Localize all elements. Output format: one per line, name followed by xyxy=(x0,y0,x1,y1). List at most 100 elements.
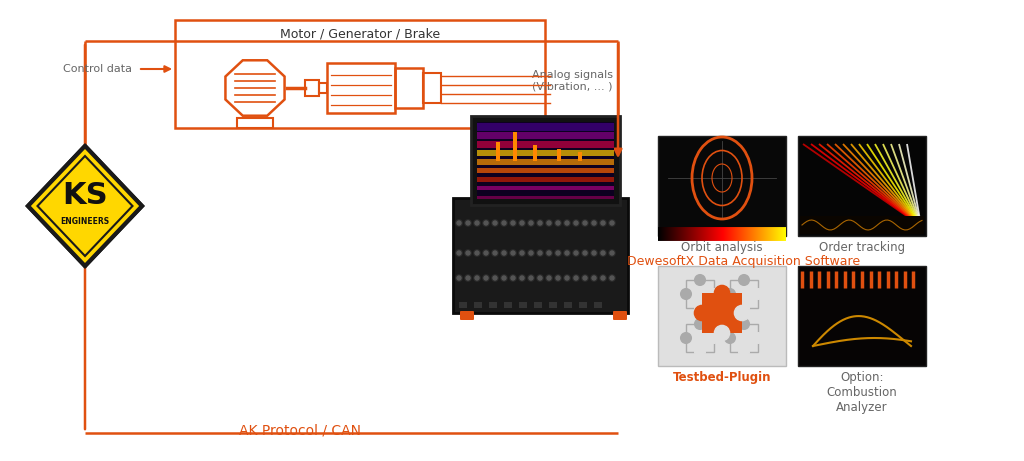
Circle shape xyxy=(474,220,480,226)
FancyBboxPatch shape xyxy=(702,293,742,333)
FancyBboxPatch shape xyxy=(579,302,587,308)
Text: Testbed-Plugin: Testbed-Plugin xyxy=(673,371,771,384)
Text: KS: KS xyxy=(62,182,108,211)
Circle shape xyxy=(583,276,587,280)
Circle shape xyxy=(738,275,750,285)
Circle shape xyxy=(527,275,535,281)
Text: Order tracking: Order tracking xyxy=(819,241,905,254)
FancyBboxPatch shape xyxy=(613,311,627,320)
Circle shape xyxy=(681,289,691,299)
FancyBboxPatch shape xyxy=(549,302,557,308)
FancyBboxPatch shape xyxy=(513,131,517,161)
Circle shape xyxy=(466,276,470,280)
Circle shape xyxy=(725,333,735,343)
Circle shape xyxy=(501,250,507,256)
Circle shape xyxy=(709,289,719,299)
Circle shape xyxy=(520,276,524,280)
Circle shape xyxy=(466,221,470,225)
Circle shape xyxy=(592,221,596,225)
Circle shape xyxy=(538,221,542,225)
Circle shape xyxy=(572,250,580,256)
Circle shape xyxy=(511,221,515,225)
FancyBboxPatch shape xyxy=(578,152,582,161)
Circle shape xyxy=(574,251,578,255)
Circle shape xyxy=(694,347,706,357)
Circle shape xyxy=(694,303,706,313)
Circle shape xyxy=(547,251,551,255)
FancyBboxPatch shape xyxy=(557,149,561,161)
Circle shape xyxy=(492,275,499,281)
Circle shape xyxy=(591,275,597,281)
Circle shape xyxy=(583,221,587,225)
Circle shape xyxy=(592,251,596,255)
Circle shape xyxy=(715,325,729,341)
Text: Orbit analysis: Orbit analysis xyxy=(681,241,763,254)
Circle shape xyxy=(493,251,497,255)
FancyBboxPatch shape xyxy=(459,302,467,308)
Text: Option:
Combustion
Analyzer: Option: Combustion Analyzer xyxy=(826,371,897,414)
Circle shape xyxy=(547,276,551,280)
Text: Motor / Generator / Brake: Motor / Generator / Brake xyxy=(280,28,440,41)
Circle shape xyxy=(547,221,551,225)
Circle shape xyxy=(529,276,534,280)
FancyBboxPatch shape xyxy=(477,195,614,199)
FancyBboxPatch shape xyxy=(798,136,926,236)
Circle shape xyxy=(538,251,542,255)
FancyBboxPatch shape xyxy=(477,168,614,173)
Circle shape xyxy=(681,333,691,343)
Circle shape xyxy=(694,319,706,329)
Circle shape xyxy=(482,250,489,256)
Circle shape xyxy=(484,251,488,255)
Circle shape xyxy=(592,276,596,280)
Polygon shape xyxy=(28,146,142,266)
Circle shape xyxy=(456,220,462,226)
Circle shape xyxy=(466,251,470,255)
FancyBboxPatch shape xyxy=(534,302,542,308)
FancyBboxPatch shape xyxy=(477,186,614,190)
Circle shape xyxy=(610,276,614,280)
Circle shape xyxy=(600,250,606,256)
FancyBboxPatch shape xyxy=(471,116,620,205)
Circle shape xyxy=(519,250,525,256)
Circle shape xyxy=(457,276,461,280)
FancyBboxPatch shape xyxy=(658,136,786,236)
Circle shape xyxy=(582,275,588,281)
Circle shape xyxy=(484,221,488,225)
Circle shape xyxy=(475,251,479,255)
Polygon shape xyxy=(28,146,142,266)
FancyBboxPatch shape xyxy=(658,266,786,366)
Text: ENGINEERS: ENGINEERS xyxy=(60,218,110,226)
Circle shape xyxy=(465,220,471,226)
Circle shape xyxy=(457,251,461,255)
Circle shape xyxy=(538,276,542,280)
Circle shape xyxy=(546,250,552,256)
FancyBboxPatch shape xyxy=(477,122,614,199)
Text: Analog signals
(Vibration, ... ): Analog signals (Vibration, ... ) xyxy=(531,70,612,92)
Circle shape xyxy=(609,250,615,256)
Circle shape xyxy=(600,275,606,281)
Circle shape xyxy=(601,221,605,225)
FancyBboxPatch shape xyxy=(798,266,926,366)
Circle shape xyxy=(564,250,570,256)
Circle shape xyxy=(565,221,569,225)
Text: AK Protocol / CAN: AK Protocol / CAN xyxy=(239,423,361,437)
Circle shape xyxy=(537,275,543,281)
Circle shape xyxy=(572,220,580,226)
Circle shape xyxy=(610,221,614,225)
Circle shape xyxy=(546,275,552,281)
Circle shape xyxy=(519,220,525,226)
Circle shape xyxy=(555,220,561,226)
Circle shape xyxy=(556,276,560,280)
Circle shape xyxy=(591,220,597,226)
Circle shape xyxy=(510,220,516,226)
Circle shape xyxy=(738,319,750,329)
Circle shape xyxy=(529,251,534,255)
Circle shape xyxy=(565,251,569,255)
Circle shape xyxy=(493,221,497,225)
FancyBboxPatch shape xyxy=(532,145,537,161)
FancyBboxPatch shape xyxy=(594,302,602,308)
FancyBboxPatch shape xyxy=(474,302,482,308)
Circle shape xyxy=(738,303,750,313)
Circle shape xyxy=(520,251,524,255)
FancyBboxPatch shape xyxy=(564,302,572,308)
